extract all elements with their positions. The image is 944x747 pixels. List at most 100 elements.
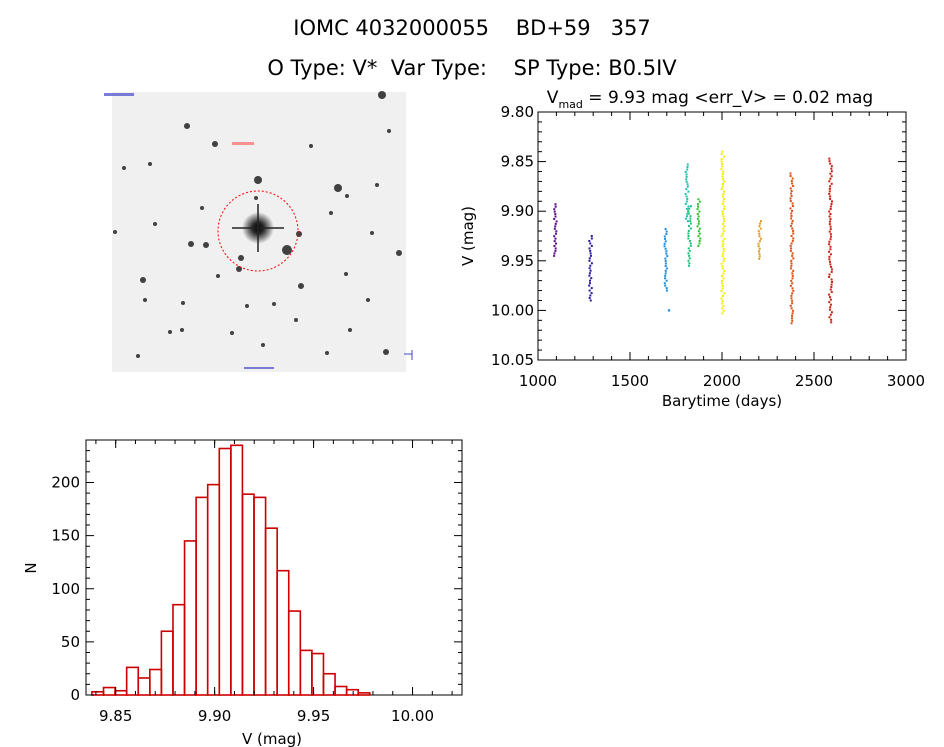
lc-data-point [828, 215, 831, 218]
lc-data-point [830, 265, 833, 268]
lc-data-point [688, 239, 691, 242]
lc-data-point [589, 252, 592, 255]
lc-data-point [665, 250, 668, 253]
lc-data-point [696, 225, 699, 228]
lc-data-point [790, 262, 793, 265]
lc-data-point [665, 252, 668, 255]
lc-data-point [790, 307, 793, 310]
lc-data-point [758, 257, 761, 260]
lc-data-point [791, 227, 794, 230]
lc-data-point [790, 179, 793, 182]
lc-xtick-label: 1000 [519, 372, 557, 390]
lc-data-point [722, 200, 725, 203]
histogram-bar [322, 672, 336, 696]
lc-data-point [722, 178, 725, 181]
lc-data-point [723, 197, 726, 200]
lc-data-point [791, 254, 794, 257]
plot-title-line2: O Type: V* Var Type: SP Type: B0.5IV [267, 56, 677, 80]
lc-data-point [665, 289, 668, 292]
lc-data-point [721, 294, 724, 297]
lc-data-point [555, 230, 558, 233]
lc-data-point [687, 264, 690, 267]
field-star [272, 302, 276, 306]
lc-data-point [664, 269, 667, 272]
lc-data-point [792, 229, 795, 232]
lc-data-point [722, 309, 725, 312]
lc-data-point [792, 289, 795, 292]
lc-data-point [830, 182, 833, 185]
lc-data-point [721, 202, 724, 205]
lc-data-point [664, 237, 667, 240]
hist-xtick-label: 9.90 [198, 707, 231, 725]
lc-data-point [589, 264, 592, 267]
lc-data-point [791, 314, 794, 317]
lc-data-point [791, 299, 794, 302]
lc-data-point [830, 278, 833, 281]
lc-data-point [687, 212, 690, 215]
lc-data-point [721, 150, 724, 153]
lc-data-point [590, 262, 593, 265]
lc-data-point [685, 188, 688, 191]
lc-data-point [696, 203, 699, 206]
lc-data-point [830, 311, 833, 314]
lc-data-point [721, 265, 724, 268]
lc-data-point [720, 297, 723, 300]
target-circle-marker [217, 190, 299, 272]
lc-data-point [829, 218, 832, 221]
lc-data-point [555, 220, 558, 223]
lc-data-point [791, 182, 794, 185]
histogram-bar [276, 569, 290, 696]
lc-data-point [721, 255, 724, 258]
lc-data-point [722, 240, 725, 243]
lc-data-point [757, 242, 760, 245]
lc-data-point [685, 195, 688, 198]
lc-data-point [791, 239, 794, 242]
lc-data-point [829, 205, 832, 208]
lc-data-point [554, 249, 557, 252]
lc-data-point [588, 274, 591, 277]
lc-data-point [721, 312, 724, 315]
lc-data-point [697, 198, 700, 201]
field-star [148, 162, 152, 166]
lc-data-point [588, 247, 591, 250]
lc-data-point [790, 259, 793, 262]
lc-data-point [828, 296, 831, 299]
lc-data-point [664, 277, 667, 280]
hist-ytick-label: 50 [61, 633, 80, 651]
field-star [329, 211, 333, 215]
field-star [370, 231, 374, 235]
histogram-axes: 9.85 9.90 9.95 10.00 0 50 100 150 200 [51, 440, 462, 725]
lc-data-point [789, 267, 792, 270]
lc-data-point [789, 197, 792, 200]
lc-data-point [663, 245, 666, 248]
lc-data-point [722, 222, 725, 225]
lc-data-point [828, 192, 831, 195]
lc-data-point [758, 235, 761, 238]
lc-data-point [829, 303, 832, 306]
lc-data-point [723, 270, 726, 273]
field-star [396, 250, 402, 256]
lc-data-point [697, 220, 700, 223]
lc-data-point [829, 213, 832, 216]
lc-data-point [759, 227, 762, 230]
lc-data-point [789, 199, 792, 202]
lc-data-point [792, 237, 795, 240]
lc-data-point [588, 239, 591, 242]
lc-ytick-label: 9.90 [501, 202, 534, 220]
lc-data-point [664, 274, 667, 277]
lc-data-point [723, 257, 726, 260]
plot-title-line1: IOMC 4032000055 BD+59 357 [293, 16, 651, 40]
lc-data-point [720, 275, 723, 278]
lc-data-point [792, 269, 795, 272]
lc-data-point [790, 222, 793, 225]
lc-data-point [689, 217, 692, 220]
lc-data-point [589, 254, 592, 257]
hist-ytick-label: 0 [70, 686, 80, 704]
lc-data-point [829, 313, 832, 316]
lc-data-point [588, 282, 591, 285]
lc-data-point [759, 222, 762, 225]
field-star [334, 184, 342, 192]
lc-data-point [687, 205, 690, 208]
field-star [212, 141, 218, 147]
field-star [188, 241, 194, 247]
